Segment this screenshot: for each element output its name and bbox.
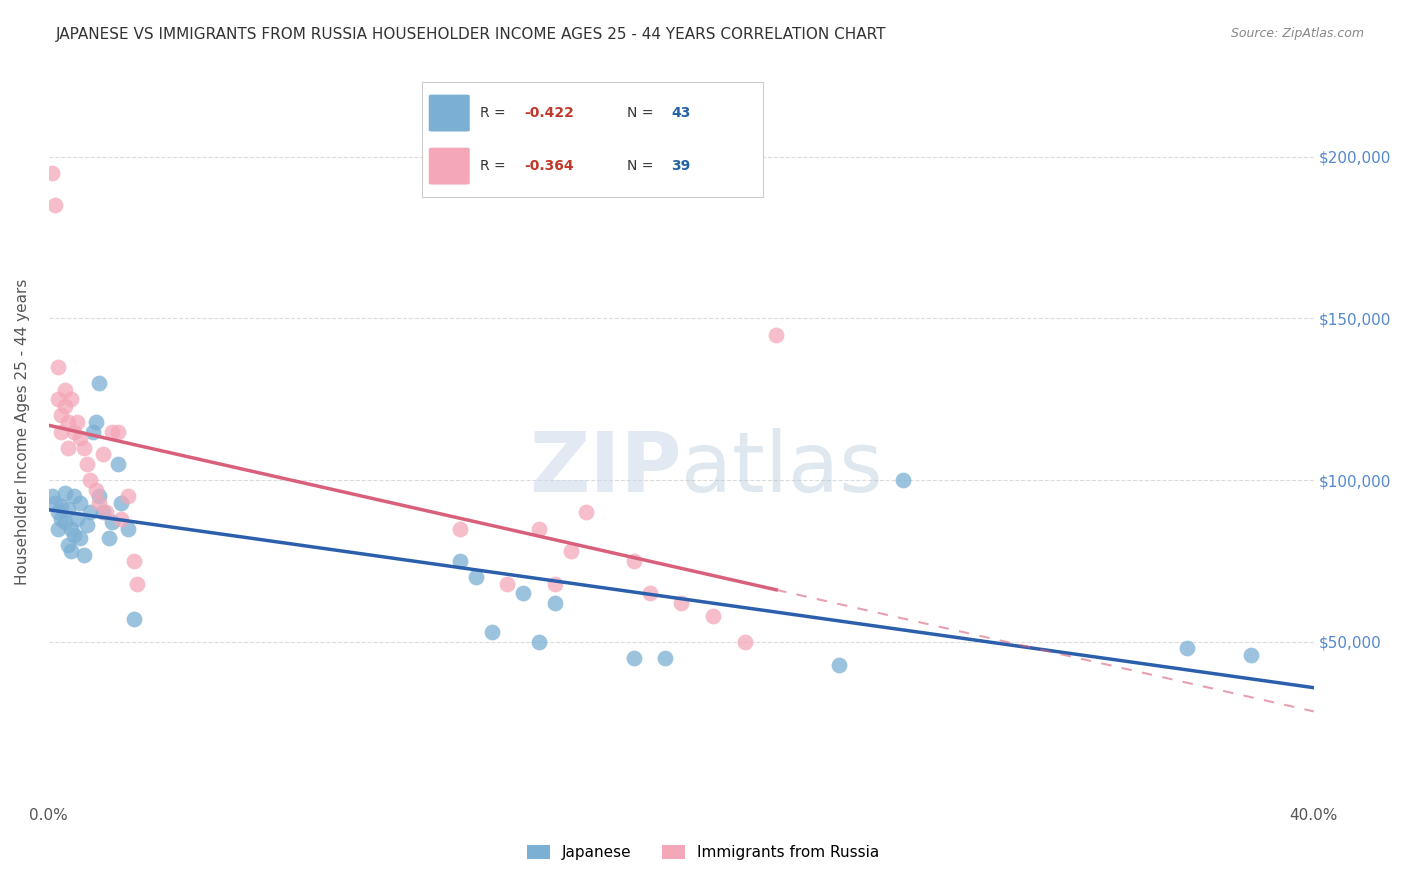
Point [496, 576, 519, 591]
Point [449, 554, 471, 568]
Point [69, 496, 91, 510]
Point [89, 376, 111, 390]
Point [51, 499, 73, 513]
Point [107, 457, 129, 471]
Point [79, 473, 101, 487]
Point [59, 544, 82, 558]
Point [734, 635, 756, 649]
Point [544, 596, 567, 610]
Point [46, 359, 69, 374]
Point [53, 486, 76, 500]
Point [671, 596, 693, 610]
Point [41, 489, 63, 503]
Point [51, 425, 73, 439]
Point [82, 425, 104, 439]
Point [84, 415, 107, 429]
Point [59, 522, 82, 536]
Point [122, 554, 145, 568]
Point [91, 506, 114, 520]
Legend: Japanese, Immigrants from Russia: Japanese, Immigrants from Russia [520, 839, 886, 866]
Point [56, 441, 79, 455]
Point [127, 576, 149, 591]
Point [63, 489, 86, 503]
Point [59, 392, 82, 407]
Point [101, 515, 124, 529]
Point [46, 522, 69, 536]
Point [1175, 641, 1198, 656]
Point [56, 415, 79, 429]
Point [76, 457, 98, 471]
Point [110, 496, 132, 510]
Point [63, 425, 86, 439]
Point [560, 544, 582, 558]
Point [79, 506, 101, 520]
Point [84, 483, 107, 497]
Point [449, 522, 471, 536]
Point [101, 425, 124, 439]
Point [107, 425, 129, 439]
Point [765, 327, 787, 342]
Point [1239, 648, 1261, 662]
Point [69, 532, 91, 546]
Text: ZIP: ZIP [529, 428, 682, 509]
Point [66, 415, 89, 429]
Point [76, 518, 98, 533]
Point [94, 506, 117, 520]
Point [828, 657, 851, 672]
Point [89, 496, 111, 510]
Point [527, 522, 550, 536]
Point [72, 548, 94, 562]
Point [69, 431, 91, 445]
Point [575, 506, 598, 520]
Point [53, 399, 76, 413]
Point [53, 515, 76, 529]
Point [702, 609, 724, 624]
Point [117, 522, 139, 536]
Text: atlas: atlas [682, 428, 883, 509]
Point [638, 586, 661, 600]
Point [89, 489, 111, 503]
Point [891, 473, 914, 487]
Point [91, 447, 114, 461]
Point [56, 502, 79, 516]
Point [97, 532, 120, 546]
Point [46, 392, 69, 407]
Point [56, 538, 79, 552]
Point [66, 512, 89, 526]
Point [481, 625, 503, 640]
Point [122, 612, 145, 626]
Point [117, 489, 139, 503]
Point [44, 496, 66, 510]
Point [527, 635, 550, 649]
Point [110, 512, 132, 526]
Point [72, 441, 94, 455]
Point [464, 570, 486, 584]
Point [44, 198, 66, 212]
Point [46, 506, 69, 520]
Text: Source: ZipAtlas.com: Source: ZipAtlas.com [1230, 27, 1364, 40]
Point [41, 166, 63, 180]
Point [544, 576, 567, 591]
Point [51, 512, 73, 526]
Y-axis label: Householder Income Ages 25 - 44 years: Householder Income Ages 25 - 44 years [15, 278, 30, 585]
Point [654, 651, 676, 665]
Text: JAPANESE VS IMMIGRANTS FROM RUSSIA HOUSEHOLDER INCOME AGES 25 - 44 YEARS CORRELA: JAPANESE VS IMMIGRANTS FROM RUSSIA HOUSE… [56, 27, 887, 42]
Point [53, 383, 76, 397]
Point [63, 528, 86, 542]
Point [512, 586, 534, 600]
Point [623, 554, 645, 568]
Point [51, 409, 73, 423]
Point [623, 651, 645, 665]
